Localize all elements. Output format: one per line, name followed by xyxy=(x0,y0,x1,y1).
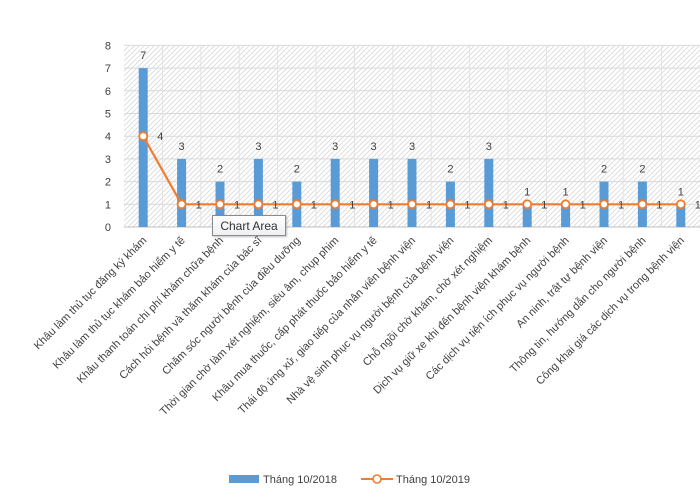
chart-area-tooltip: Chart Area xyxy=(212,215,286,236)
bar[interactable] xyxy=(676,204,686,227)
bar-data-label: 3 xyxy=(179,141,185,153)
line-series xyxy=(138,131,686,210)
line-data-label: 1 xyxy=(618,199,624,211)
line-data-label: 1 xyxy=(196,199,202,211)
line-data-label: 1 xyxy=(272,199,278,211)
bar[interactable] xyxy=(253,158,263,227)
x-tick-label: Thời gian chờ làm xét nghiệm, siêu âm, c… xyxy=(158,235,341,418)
tooltip-label: Chart Area xyxy=(220,218,278,233)
y-axis-ticks: 0 1 2 3 4 5 6 7 8 xyxy=(105,40,111,234)
line-point[interactable] xyxy=(637,199,648,210)
bar-data-label: 7 xyxy=(140,50,146,62)
line-data-labels: 41 1 1 1 1 1 1 1 1 1 1 1 1 1 xyxy=(157,131,700,211)
bar-data-label: 3 xyxy=(486,141,492,153)
bar-data-label: 2 xyxy=(447,164,453,176)
bar-data-label: 3 xyxy=(332,141,338,153)
bar-data-label: 1 xyxy=(524,186,530,198)
bar-data-label: 1 xyxy=(678,186,684,198)
bar[interactable] xyxy=(177,158,187,227)
line-data-label: 1 xyxy=(388,199,394,211)
bar-data-label: 1 xyxy=(563,186,569,198)
line-point[interactable] xyxy=(176,199,187,210)
x-tick-label: Thái độ ứng xử, giao tiếp của nhân viên … xyxy=(236,235,418,417)
y-tick-label: 1 xyxy=(105,199,111,211)
bar-data-label: 3 xyxy=(371,141,377,153)
bar[interactable] xyxy=(138,68,148,227)
legend-label: Tháng 10/2019 xyxy=(396,474,470,486)
line-point[interactable] xyxy=(675,199,686,210)
bar[interactable] xyxy=(484,158,494,227)
y-tick-label: 7 xyxy=(105,63,111,75)
line-data-label: 1 xyxy=(695,199,700,211)
line-point[interactable] xyxy=(253,199,264,210)
bar[interactable] xyxy=(561,204,571,227)
x-tick-label: Chăm sóc người bệnh của điều dưỡng xyxy=(160,235,303,378)
line-point[interactable] xyxy=(407,199,417,210)
line-point[interactable] xyxy=(291,199,302,210)
line-data-label: 1 xyxy=(503,199,509,211)
legend-swatch-bar xyxy=(229,475,259,483)
line-point[interactable] xyxy=(445,199,456,210)
line-data-label: 1 xyxy=(464,199,470,211)
legend-label: Tháng 10/2018 xyxy=(263,474,337,486)
bar-data-label: 2 xyxy=(601,164,607,176)
x-tick-label: Thông tin, hướng dẫn cho người bệnh xyxy=(507,234,648,375)
legend-swatch-marker xyxy=(372,474,382,484)
line-data-label: 1 xyxy=(541,199,547,211)
line-data-label: 1 xyxy=(656,199,662,211)
line-data-label: 1 xyxy=(311,199,317,211)
y-tick-label: 2 xyxy=(105,177,111,189)
y-tick-label: 0 xyxy=(105,222,111,234)
bar-data-label: 3 xyxy=(255,141,261,153)
bar-data-label: 3 xyxy=(409,141,415,153)
y-tick-label: 3 xyxy=(105,154,111,166)
legend: Tháng 10/2018 Tháng 10/2019 xyxy=(229,474,470,486)
x-tick-label: Các dịch vụ tiện ích phục vụ người bệnh xyxy=(424,235,572,383)
line-point[interactable] xyxy=(599,199,609,210)
y-tick-label: 5 xyxy=(105,109,111,121)
bar[interactable] xyxy=(407,158,417,227)
line-data-label: 1 xyxy=(580,199,586,211)
y-tick-label: 8 xyxy=(105,40,111,52)
bar[interactable] xyxy=(369,158,379,227)
line-data-label: 1 xyxy=(349,199,355,211)
line-point[interactable] xyxy=(138,131,149,142)
line-data-label: 1 xyxy=(234,199,240,211)
line-point[interactable] xyxy=(330,199,341,210)
bar-data-label: 2 xyxy=(639,164,645,176)
bar-data-label: 2 xyxy=(217,164,223,176)
line-point[interactable] xyxy=(522,199,533,210)
bar-data-labels: 7 3 2 3 2 3 3 3 2 3 1 1 2 2 1 xyxy=(140,50,684,198)
bar[interactable] xyxy=(522,204,532,227)
line-point[interactable] xyxy=(368,199,379,210)
category-gridlines xyxy=(161,45,663,227)
bar[interactable] xyxy=(330,158,340,227)
line-data-label: 4 xyxy=(157,131,163,143)
x-tick-label: Cách hỏi bệnh và thăm khám của bác sĩ xyxy=(117,234,265,382)
line-data-label: 1 xyxy=(426,199,432,211)
bar-data-label: 2 xyxy=(294,164,300,176)
y-tick-label: 4 xyxy=(105,131,111,143)
y-tick-label: 6 xyxy=(105,86,111,98)
line-point[interactable] xyxy=(483,199,494,210)
line-point[interactable] xyxy=(215,199,225,210)
line-point[interactable] xyxy=(560,199,571,210)
